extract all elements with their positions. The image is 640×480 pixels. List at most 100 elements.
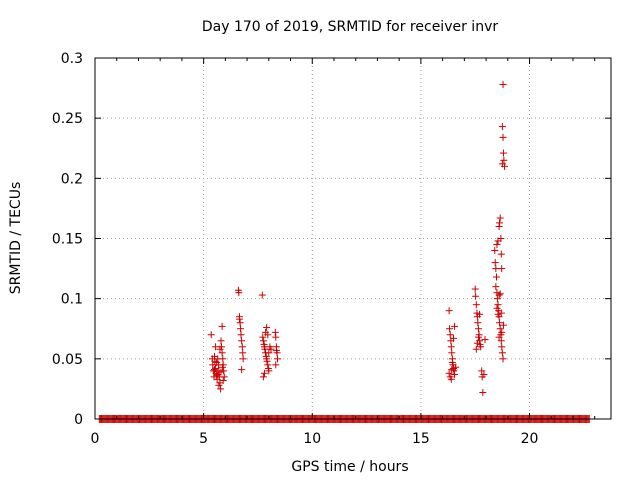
data-point	[258, 291, 266, 299]
data-point	[499, 321, 507, 329]
data-point	[497, 309, 505, 317]
data-point	[451, 322, 459, 330]
x-tick-label: 15	[412, 431, 430, 447]
data-point	[496, 325, 504, 333]
data-point	[498, 123, 506, 131]
grid-lines	[95, 58, 611, 419]
data-points	[207, 80, 509, 397]
data-point	[474, 333, 482, 341]
data-point	[213, 358, 221, 366]
y-tick-label: 0.3	[61, 51, 83, 67]
data-point	[274, 355, 282, 363]
data-point	[472, 345, 480, 353]
data-point	[477, 343, 485, 351]
y-tick-label: 0.15	[52, 232, 83, 248]
data-point	[218, 322, 226, 330]
data-point	[478, 367, 486, 375]
y-tick-label: 0.05	[52, 352, 83, 368]
data-point	[494, 310, 502, 318]
data-point	[263, 324, 271, 332]
data-point	[447, 375, 455, 383]
data-point	[259, 373, 267, 381]
data-point	[481, 336, 489, 344]
data-point	[472, 301, 480, 309]
data-point	[471, 285, 479, 293]
data-point	[219, 376, 227, 384]
y-tick-label: 0.25	[52, 111, 83, 127]
data-point	[472, 292, 480, 300]
data-point	[492, 283, 500, 291]
data-point	[260, 369, 268, 377]
data-point	[448, 358, 456, 366]
y-tick-label: 0	[74, 412, 83, 428]
data-point	[219, 355, 227, 363]
data-point	[239, 349, 247, 357]
data-point	[235, 289, 243, 297]
data-point	[499, 355, 507, 363]
data-point	[497, 337, 505, 345]
data-point	[217, 368, 225, 376]
data-point	[238, 366, 246, 374]
data-point	[496, 319, 504, 327]
data-point	[217, 337, 225, 345]
data-point	[448, 349, 456, 357]
data-point	[446, 331, 454, 339]
data-point	[493, 295, 501, 303]
data-point	[263, 357, 271, 365]
data-point	[449, 334, 457, 342]
data-point	[498, 349, 506, 357]
data-point	[495, 291, 503, 299]
data-point	[498, 343, 506, 351]
data-point	[491, 247, 499, 255]
data-point	[445, 307, 453, 315]
data-point	[207, 331, 215, 339]
data-point	[235, 315, 243, 323]
x-tick-label: 0	[91, 431, 100, 447]
data-point	[272, 333, 280, 341]
data-point	[261, 345, 269, 353]
x-tick-label: 10	[303, 431, 321, 447]
data-point	[474, 325, 482, 333]
data-point	[446, 325, 454, 333]
data-point	[491, 259, 499, 267]
chart-title: Day 170 of 2019, SRMTID for receiver inv…	[202, 19, 498, 35]
data-point	[237, 331, 245, 339]
data-point	[476, 310, 484, 318]
data-point	[265, 367, 273, 375]
data-point	[215, 381, 223, 389]
data-point	[498, 328, 506, 336]
data-point	[493, 273, 501, 281]
data-point	[479, 389, 487, 397]
x-tick-label: 5	[199, 431, 208, 447]
data-point	[494, 301, 502, 309]
data-point	[493, 304, 501, 312]
axis-ticks: 0 5 10 15 20 0 0.05 0.1 0.15 0.2 0.25 0.3	[52, 51, 611, 447]
data-point	[236, 319, 244, 327]
data-point	[498, 160, 506, 168]
data-point	[496, 290, 504, 298]
data-point	[448, 366, 456, 374]
data-point	[499, 80, 507, 88]
data-point	[499, 133, 507, 141]
data-point	[212, 343, 220, 351]
x-axis-label: GPS time / hours	[291, 459, 408, 475]
y-tick-label: 0.1	[61, 292, 83, 308]
data-point	[238, 343, 246, 351]
data-point	[500, 156, 508, 164]
data-point	[480, 370, 488, 378]
data-point	[451, 370, 459, 378]
data-point	[496, 219, 504, 227]
data-point	[239, 355, 247, 363]
data-point	[218, 349, 226, 357]
y-axis-label: SRMTID / TECUs	[8, 182, 24, 295]
data-point	[264, 331, 272, 339]
data-point	[216, 345, 224, 353]
data-point	[238, 337, 246, 345]
data-point	[267, 345, 275, 353]
data-point	[473, 339, 481, 347]
data-point	[498, 265, 506, 273]
data-point	[497, 250, 505, 258]
data-point	[492, 265, 500, 273]
